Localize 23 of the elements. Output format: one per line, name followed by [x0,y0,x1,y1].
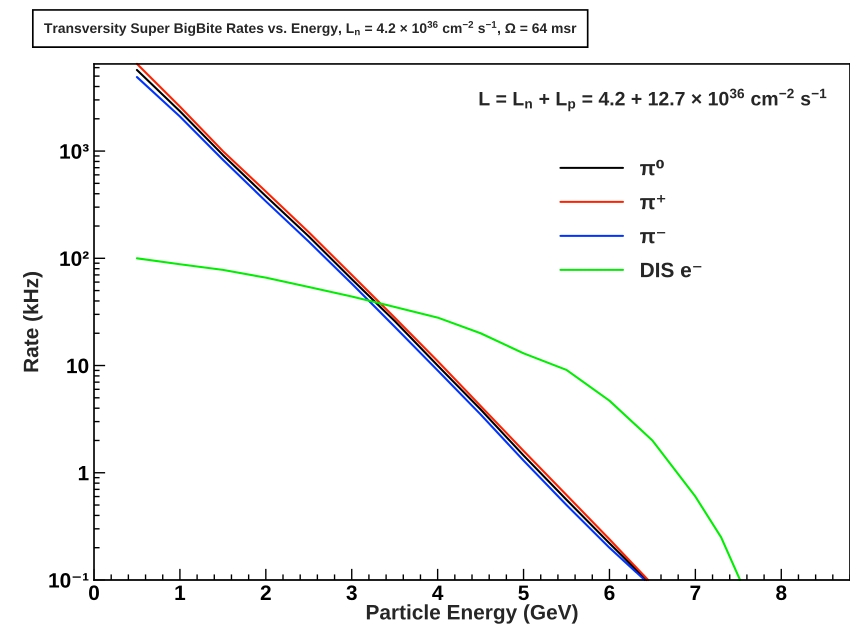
y-tick-label: 10³ [60,144,89,159]
x-tick-label: 1 [175,586,186,600]
legend-label: DIS e⁻ [641,262,702,278]
legend-label: π⁺ [640,195,666,210]
x-tick-label: 7 [690,586,700,600]
legend-label: π⁰ [640,160,664,176]
legend-label: π⁻ [640,232,666,244]
x-tick-label: 3 [346,585,357,600]
x-tick-label: 4 [432,586,444,600]
text: L = L$_{n}$ + L$_{p}$ = 4.2 + 12.7 × 10$^{36}$ cm$^{−2}$ s$^{−1}$ [480,88,826,112]
y-tick-label: 10 [67,358,88,374]
y-axis-title: Rate (kHz) [23,272,42,372]
x-tick-label: 6 [604,585,614,600]
y-tick-label: 1 [78,466,89,480]
x-tick-label: 5 [518,586,529,600]
y-tick-label: 10² [60,251,89,266]
x-axis-title: Particle Energy (GeV) [366,604,578,624]
chart-title: Transversity Super BigBite Rates vs. Energy, L$_{n}$ = 4.2 × 10$^{36}$ cm$^{−2}$ s$^{−1}$, Ω = 64 msr [44,21,576,36]
y-tick-label: 10⁻¹ [49,572,88,588]
x-tick-label: 8 [776,585,786,600]
x-tick-label: 0 [89,585,99,600]
line-series [136,257,742,582]
x-tick-label: 2 [260,585,271,600]
